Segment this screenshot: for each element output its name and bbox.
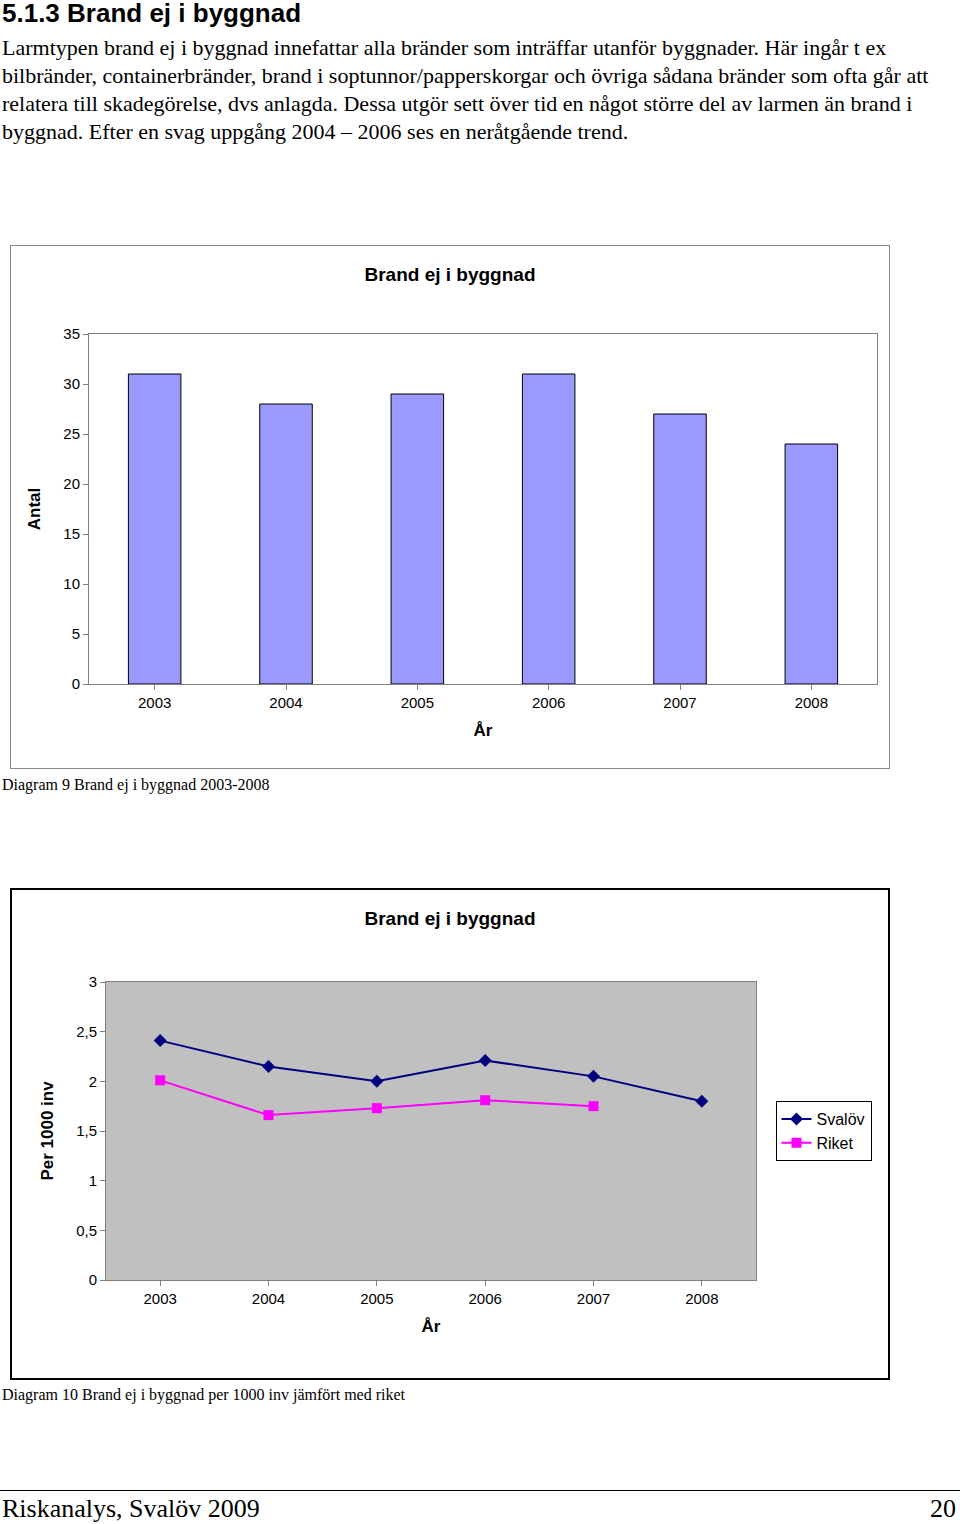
svg-text:0: 0 xyxy=(89,1271,97,1288)
html-text:Riskanalys, Svalöv 2009: Riskanalys, Svalöv 2009 xyxy=(2,1494,260,1523)
svg-text:2007: 2007 xyxy=(577,1290,610,1307)
svg-text:Riket: Riket xyxy=(817,1135,854,1152)
svg-text:Brand ej i byggnad: Brand ej i byggnad xyxy=(364,264,535,285)
svg-text:30: 30 xyxy=(63,375,80,392)
svg-text:0: 0 xyxy=(72,675,80,692)
svg-text:10: 10 xyxy=(63,575,80,592)
svg-text:Svalöv: Svalöv xyxy=(817,1111,865,1128)
svg-text:25: 25 xyxy=(63,425,80,442)
svg-text:1: 1 xyxy=(89,1172,97,1189)
svg-text:2005: 2005 xyxy=(401,694,434,711)
svg-text:2008: 2008 xyxy=(685,1290,718,1307)
html-text:20: 20 xyxy=(930,1494,956,1523)
svg-text:År: År xyxy=(422,1317,441,1336)
svg-text:5: 5 xyxy=(72,625,80,642)
svg-text:2,5: 2,5 xyxy=(76,1023,97,1040)
svg-text:20: 20 xyxy=(63,475,80,492)
html-text:Diagram 9 Brand ej i byggnad 2: Diagram 9 Brand ej i byggnad 2003-2008 xyxy=(2,776,270,793)
svg-text:Per 1000 inv: Per 1000 inv xyxy=(38,1081,57,1181)
svg-text:2004: 2004 xyxy=(252,1290,285,1307)
svg-text:Brand ej i byggnad: Brand ej i byggnad xyxy=(364,908,535,929)
svg-text:0,5: 0,5 xyxy=(76,1222,97,1239)
svg-text:2003: 2003 xyxy=(143,1290,176,1307)
svg-text:2: 2 xyxy=(89,1073,97,1090)
html-text:Larmtypen brand ej i byggnad i: Larmtypen brand ej i byggnad innefattar … xyxy=(2,35,929,144)
svg-text:1,5: 1,5 xyxy=(76,1122,97,1139)
svg-text:35: 35 xyxy=(63,325,80,342)
svg-text:Antal: Antal xyxy=(25,488,44,531)
svg-text:2003: 2003 xyxy=(138,694,171,711)
svg-text:2006: 2006 xyxy=(468,1290,501,1307)
svg-text:2006: 2006 xyxy=(532,694,565,711)
svg-text:15: 15 xyxy=(63,525,80,542)
svg-text:2005: 2005 xyxy=(360,1290,393,1307)
svg-text:År: År xyxy=(474,721,493,740)
svg-text:3: 3 xyxy=(89,973,97,990)
html-text:Diagram 10 Brand ej i byggnad: Diagram 10 Brand ej i byggnad per 1000 i… xyxy=(2,1386,405,1403)
svg-text:2004: 2004 xyxy=(269,694,302,711)
svg-text:2007: 2007 xyxy=(663,694,696,711)
svg-text:2008: 2008 xyxy=(795,694,828,711)
